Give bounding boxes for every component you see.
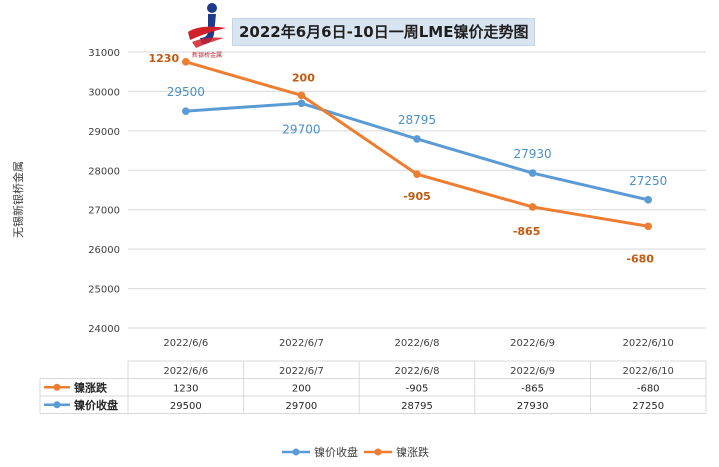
- legend-price-line-icon: [282, 448, 310, 456]
- data-point: [413, 170, 421, 179]
- logo-text: 新银桥金属: [191, 52, 222, 59]
- y-tick-label: 25000: [88, 285, 120, 296]
- xinyinqiao-logo-icon: [186, 2, 228, 56]
- table-cell: 29700: [285, 401, 317, 412]
- data-point: [644, 222, 652, 231]
- legend-item-change: 镍涨跌: [364, 444, 429, 460]
- table-cell: -865: [521, 384, 544, 395]
- y-axis-label: 无锡新银桥金属: [12, 161, 25, 238]
- table-cell: 200: [292, 384, 311, 395]
- y-tick-label: 30000: [88, 87, 120, 98]
- data-point: [528, 169, 537, 177]
- legend-change-line-icon: [364, 448, 392, 456]
- data-label: 28795: [398, 113, 436, 127]
- table-header-cell: 2022/6/8: [395, 366, 440, 377]
- y-tick-label: 31000: [88, 48, 120, 59]
- data-label: -905: [403, 190, 431, 203]
- table-legend-marker: [53, 401, 61, 409]
- legend-label-price: 镍价收盘: [314, 446, 358, 459]
- table-cell: 1230: [173, 384, 198, 395]
- data-label: 1230: [148, 52, 179, 65]
- x-tick-label: 2022/6/9: [510, 338, 555, 349]
- data-point: [182, 107, 190, 115]
- data-point: [297, 91, 306, 100]
- y-tick-label: 27000: [88, 206, 120, 217]
- data-point: [297, 99, 306, 108]
- data-point: [413, 135, 421, 143]
- legend-item-price: 镍价收盘: [282, 444, 358, 460]
- y-tick-label: 26000: [88, 245, 120, 256]
- table-row-label: 镍涨跌: [74, 381, 108, 395]
- data-label: 200: [292, 71, 315, 84]
- data-point: [644, 196, 652, 204]
- x-tick-label: 2022/6/8: [395, 338, 440, 349]
- table-cell: 27250: [632, 401, 664, 412]
- x-tick-label: 2022/6/7: [279, 338, 324, 349]
- table-header-cell: 2022/6/7: [279, 366, 324, 377]
- table-cell: 29500: [170, 401, 202, 412]
- chart-title: 2022年6月6日-10日一周LME镍价走势图: [232, 18, 536, 46]
- table-header-cell: 2022/6/9: [510, 366, 555, 377]
- table-header-cell: 2022/6/10: [623, 366, 674, 377]
- legend: 镍价收盘 镍涨跌: [282, 444, 431, 460]
- table-cell: 27930: [517, 401, 549, 412]
- x-tick-label: 2022/6/10: [623, 338, 674, 349]
- table-legend-marker: [53, 383, 61, 391]
- table-header-cell: 2022/6/6: [163, 366, 208, 377]
- x-tick-label: 2022/6/6: [163, 338, 208, 349]
- data-label: 27250: [629, 174, 667, 188]
- data-label: -865: [513, 225, 541, 238]
- data-point: [182, 58, 190, 66]
- y-tick-label: 29000: [88, 127, 120, 138]
- data-label: 27930: [514, 147, 552, 161]
- table-cell: -680: [637, 384, 660, 395]
- data-label: 29700: [282, 122, 320, 136]
- data-point: [528, 203, 537, 211]
- data-label: -680: [626, 252, 654, 265]
- table-cell: 28795: [401, 401, 433, 412]
- data-label: 29500: [167, 85, 205, 99]
- legend-label-change: 镍涨跌: [396, 446, 429, 459]
- y-tick-label: 28000: [88, 166, 120, 177]
- table-cell: -905: [406, 384, 429, 395]
- table-row-label: 镍价收盘: [74, 398, 118, 412]
- y-tick-label: 24000: [88, 324, 120, 335]
